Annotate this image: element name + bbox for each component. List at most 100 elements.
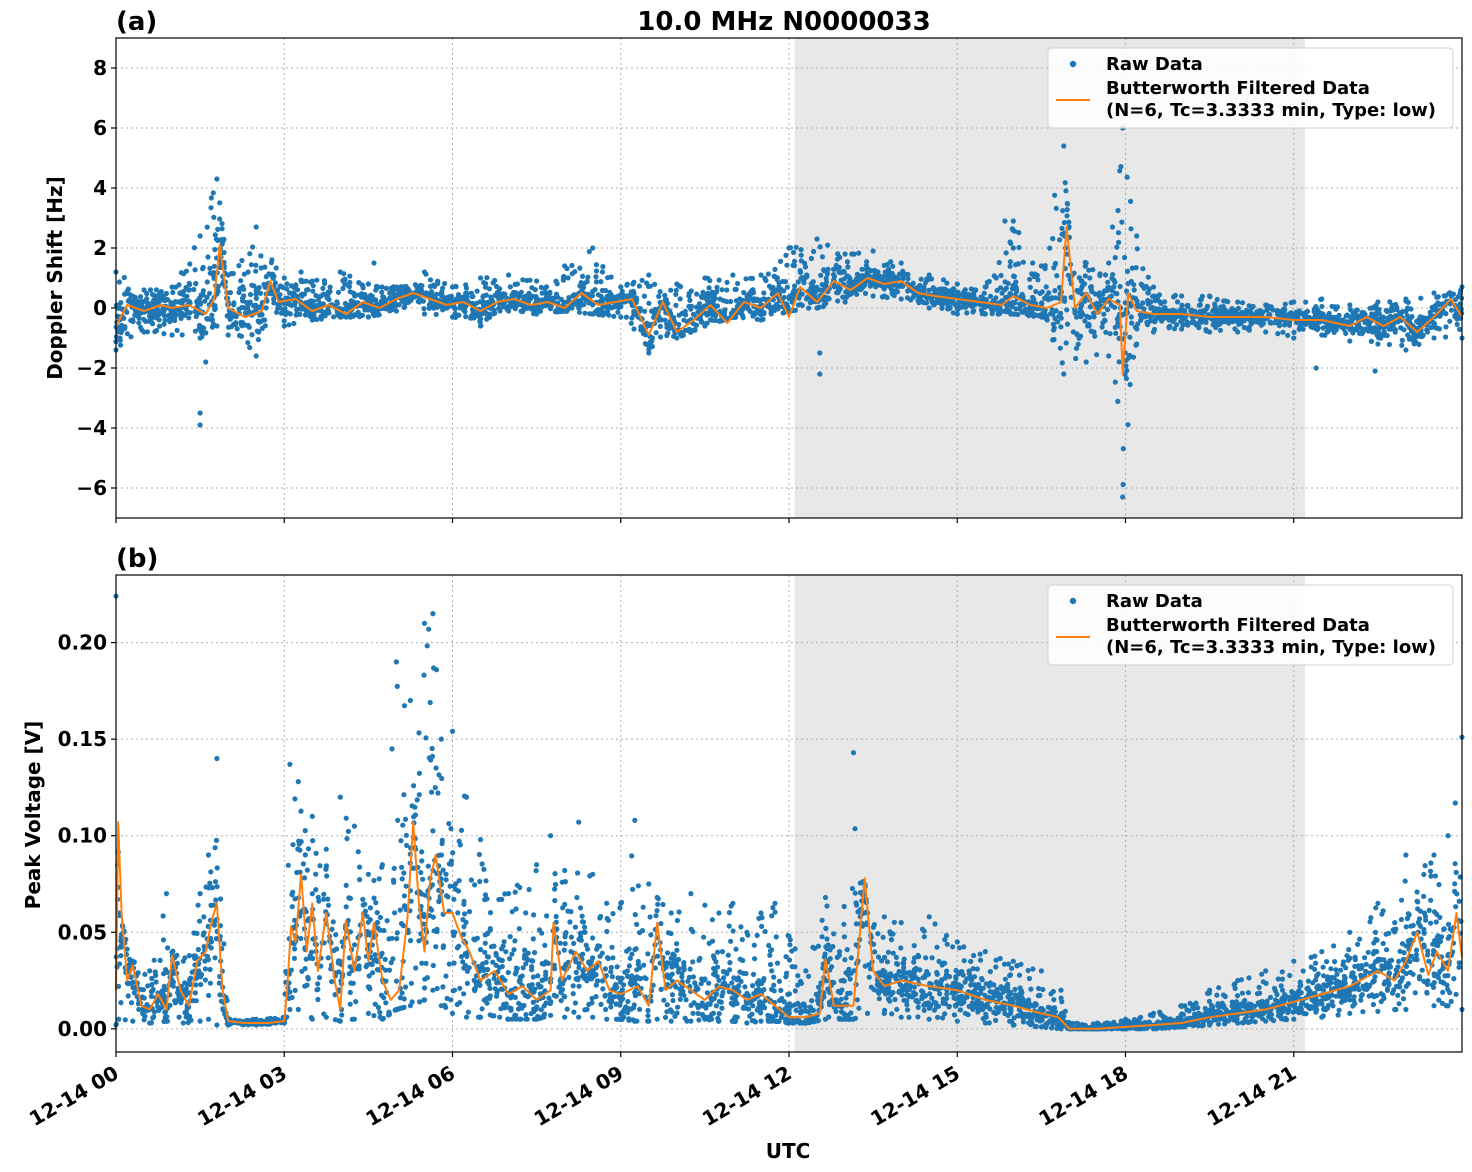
a-raw-point — [1090, 267, 1096, 273]
a-raw-point — [586, 249, 592, 255]
b-raw-point — [843, 995, 849, 1001]
a-raw-point — [910, 294, 916, 300]
a-raw-point — [1101, 311, 1107, 317]
a-raw-point — [179, 300, 185, 306]
a-raw-point — [673, 287, 679, 293]
a-raw-point — [804, 272, 810, 278]
b-raw-point — [329, 979, 335, 985]
a-raw-point — [186, 280, 192, 286]
a-raw-point — [730, 272, 736, 278]
a-raw-point — [335, 289, 342, 295]
a-raw-point — [449, 284, 456, 290]
b-raw-point — [285, 862, 291, 868]
a-raw-point — [204, 316, 210, 322]
a-raw-point — [849, 251, 855, 257]
a-raw-point — [433, 311, 439, 317]
a-raw-point — [218, 237, 224, 243]
a-raw-point — [964, 310, 970, 316]
a-raw-point — [1368, 338, 1374, 344]
a-raw-point — [280, 307, 286, 314]
a-raw-point — [1156, 292, 1163, 298]
b-raw-point — [767, 952, 773, 958]
a-raw-point — [821, 267, 827, 273]
b-y-tick-label: 0.20 — [58, 631, 107, 655]
a-raw-point — [496, 305, 502, 311]
a-raw-point — [1235, 299, 1241, 305]
a-raw-point — [1347, 302, 1353, 308]
a-raw-point — [593, 279, 600, 285]
a-raw-point — [477, 323, 484, 329]
a-raw-point — [1286, 322, 1293, 328]
a-raw-point — [790, 262, 796, 268]
a-raw-point — [1130, 354, 1137, 360]
a-raw-point — [236, 332, 243, 339]
b-raw-point — [221, 941, 227, 947]
a-raw-point — [448, 293, 455, 299]
a-raw-point — [247, 344, 253, 351]
a-raw-point — [167, 316, 173, 322]
a-raw-point — [118, 324, 124, 330]
a-raw-point — [1104, 287, 1110, 294]
a-raw-point — [1112, 279, 1118, 285]
a-raw-point — [618, 284, 624, 290]
a-raw-point — [590, 311, 596, 317]
b-raw-point — [932, 921, 938, 927]
a-raw-point — [337, 269, 343, 275]
a-raw-point — [885, 266, 892, 272]
a-raw-point — [1057, 345, 1063, 351]
a-raw-point — [763, 277, 769, 284]
b-raw-point — [885, 949, 892, 955]
b-raw-point — [1384, 987, 1390, 993]
b-raw-point — [512, 889, 518, 895]
a-raw-point — [758, 272, 764, 278]
a-raw-point — [1263, 302, 1269, 308]
a-raw-point — [242, 305, 248, 311]
b-raw-point — [325, 902, 332, 908]
a-raw-point — [1184, 319, 1190, 325]
a-raw-point — [1207, 329, 1213, 335]
a-raw-point — [1050, 236, 1056, 242]
a-raw-point — [201, 325, 207, 331]
a-raw-point — [808, 255, 815, 262]
a-raw-point — [1309, 320, 1316, 326]
a-raw-point — [1145, 297, 1151, 304]
a-raw-point — [1340, 317, 1346, 323]
a-raw-point — [1204, 306, 1210, 312]
a-raw-point — [1417, 314, 1423, 320]
a-raw-point — [1068, 294, 1074, 300]
a-raw-point — [749, 289, 755, 295]
b-raw-point — [1239, 990, 1245, 996]
b-raw-point — [890, 931, 896, 937]
b-raw-point — [304, 867, 310, 873]
a-raw-point — [792, 307, 799, 313]
a-raw-point — [200, 288, 206, 294]
a-raw-outlier-point — [1372, 368, 1378, 374]
a-raw-point — [1038, 314, 1044, 320]
a-raw-point — [681, 317, 687, 323]
a-raw-point — [1125, 280, 1131, 287]
a-raw-point — [863, 263, 870, 269]
a-raw-point — [263, 274, 269, 280]
a-raw-outlier-point — [298, 269, 304, 275]
a-raw-point — [522, 296, 528, 302]
a-raw-point — [615, 309, 621, 315]
a-raw-point — [520, 277, 526, 283]
a-raw-point — [690, 321, 697, 327]
a-raw-outlier-point — [197, 410, 203, 416]
a-raw-point — [241, 293, 247, 299]
b-raw-point — [544, 913, 550, 919]
a-raw-point — [605, 275, 611, 281]
a-raw-point — [728, 298, 734, 305]
a-raw-point — [480, 293, 486, 299]
b-raw-point — [674, 917, 681, 924]
a-raw-point — [1074, 287, 1080, 294]
a-raw-point — [1207, 293, 1213, 299]
a-raw-point — [137, 294, 144, 300]
a-raw-point — [172, 317, 178, 324]
a-raw-point — [477, 275, 484, 281]
a-raw-point — [603, 287, 609, 294]
b-raw-point — [553, 913, 559, 920]
b-raw-point — [1300, 968, 1306, 974]
a-raw-point — [1056, 284, 1063, 291]
